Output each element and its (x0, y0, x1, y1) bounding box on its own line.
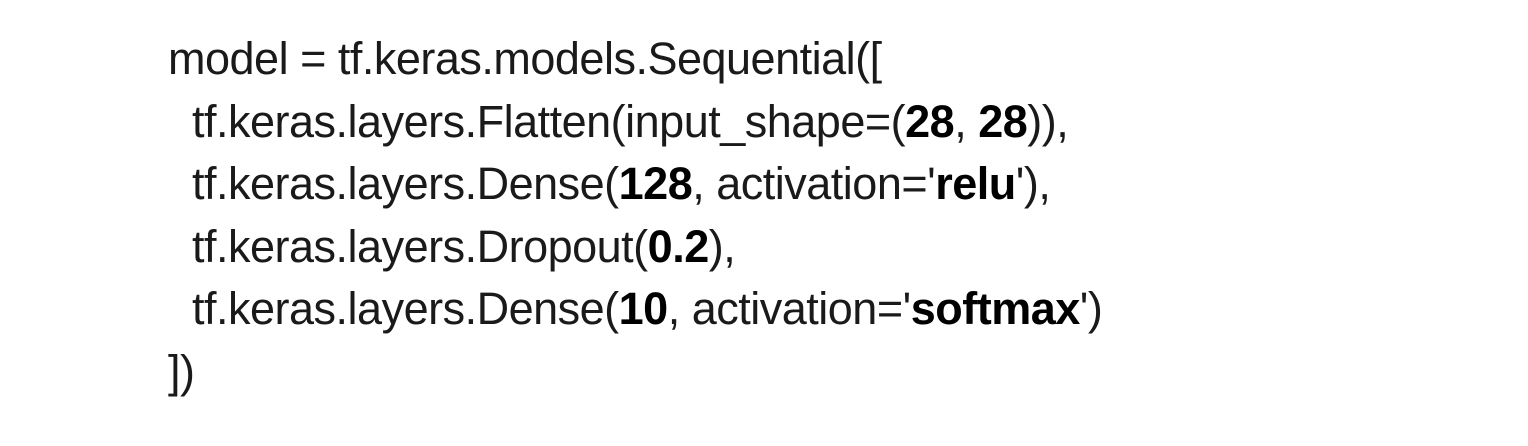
code-text: , (954, 95, 979, 147)
code-text: tf.keras.layers.Dropout( (168, 220, 648, 272)
code-literal: 10 (618, 283, 669, 334)
code-text: '), (1015, 158, 1051, 209)
code-line: tf.keras.layers.Dropout(0.2), (168, 216, 1102, 279)
code-text: ]) (168, 345, 195, 397)
code-text: ') (1079, 283, 1103, 334)
code-text: model = tf.keras.models.Sequential([ (168, 33, 882, 84)
code-text: )), (1027, 95, 1069, 147)
code-block: model = tf.keras.models.Sequential([ tf.… (168, 28, 1103, 404)
code-line: ]) (168, 341, 1102, 404)
code-line: tf.keras.layers.Dense(128, activation='r… (168, 153, 1102, 216)
code-literal: 128 (618, 158, 693, 209)
code-text: , activation=' (667, 283, 911, 334)
code-literal: softmax (910, 283, 1081, 334)
code-text: tf.keras.layers.Flatten(input_shape=( (168, 95, 906, 147)
code-literal: relu (935, 158, 1016, 209)
code-literal: 28 (905, 95, 955, 147)
code-text: tf.keras.layers.Dense( (168, 158, 619, 209)
code-line: tf.keras.layers.Dense(10, activation='so… (168, 278, 1103, 341)
code-text: , activation=' (692, 158, 936, 209)
code-literal: 0.2 (647, 220, 710, 272)
code-line: model = tf.keras.models.Sequential([ (168, 28, 1102, 91)
code-text: ), (708, 220, 736, 272)
code-literal: 28 (978, 95, 1028, 147)
code-text: tf.keras.layers.Dense( (168, 283, 619, 334)
code-line: tf.keras.layers.Flatten(input_shape=(28,… (168, 91, 1102, 154)
